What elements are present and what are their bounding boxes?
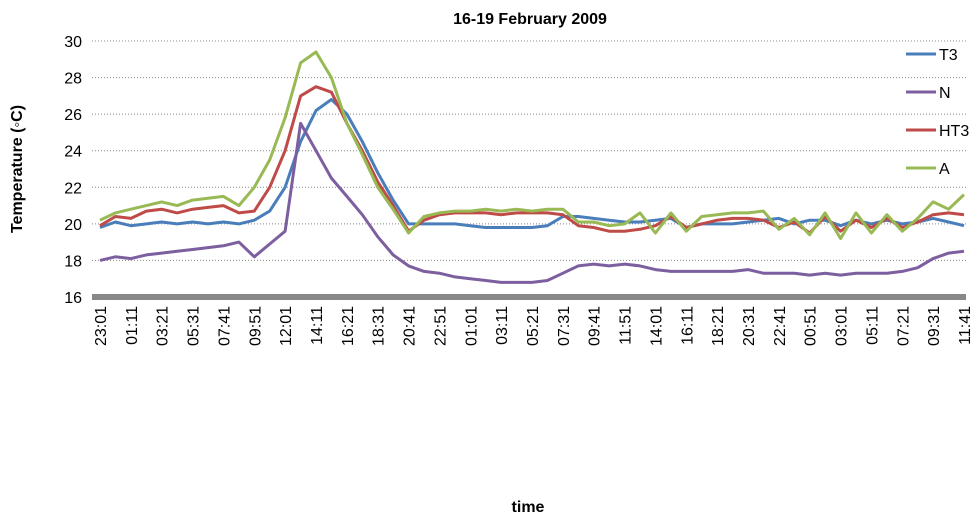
y-tick-label: 30 bbox=[64, 34, 82, 51]
series-line bbox=[99, 50, 966, 240]
series-line bbox=[99, 121, 965, 284]
x-axis bbox=[92, 294, 966, 300]
y-tick-label: 18 bbox=[64, 253, 82, 270]
x-tick-label: 22:41 bbox=[772, 306, 789, 346]
legend-label: A bbox=[939, 161, 950, 178]
x-tick-label: 18:31 bbox=[371, 306, 388, 346]
x-tick-label: 22:51 bbox=[432, 306, 449, 346]
x-tick-label: 16:21 bbox=[340, 306, 357, 346]
y-tick-label: 24 bbox=[64, 144, 82, 161]
legend-label: HT3 bbox=[939, 123, 969, 140]
x-tick-label: 03:01 bbox=[834, 306, 851, 346]
y-axis-label: Temperature (◦C) bbox=[9, 105, 26, 233]
y-tick-label: 26 bbox=[64, 107, 82, 124]
y-tick-label: 28 bbox=[64, 71, 82, 88]
x-tick-label: 03:21 bbox=[155, 306, 172, 346]
legend-label: T3 bbox=[939, 47, 958, 64]
y-tick-label: 16 bbox=[64, 290, 82, 307]
x-tick-label: 14:11 bbox=[309, 306, 326, 345]
x-tick-label: 07:21 bbox=[895, 306, 912, 346]
x-tick-label: 03:11 bbox=[494, 306, 511, 345]
x-tick-label: 05:11 bbox=[864, 306, 881, 345]
x-tick-label: 09:41 bbox=[587, 306, 604, 346]
x-tick-label: 14:01 bbox=[648, 306, 665, 346]
legend-label: N bbox=[939, 85, 951, 102]
x-tick-label: 11:41 bbox=[957, 306, 974, 345]
x-tick-label: 07:41 bbox=[216, 306, 233, 346]
x-tick-label: 01:11 bbox=[124, 306, 141, 345]
x-tick-label: 09:31 bbox=[926, 306, 943, 346]
x-tick-label: 11:51 bbox=[618, 306, 635, 345]
x-tick-label: 20:31 bbox=[741, 306, 758, 346]
x-tick-label: 05:31 bbox=[186, 306, 203, 346]
x-tick-label: 18:21 bbox=[710, 306, 727, 346]
x-tick-label: 16:11 bbox=[679, 306, 696, 345]
x-tick-label: 01:01 bbox=[463, 306, 480, 346]
y-tick-label: 22 bbox=[64, 180, 82, 197]
chart-title: 16-19 February 2009 bbox=[453, 11, 607, 28]
y-tick-label: 20 bbox=[64, 217, 82, 234]
x-tick-label: 05:21 bbox=[525, 306, 542, 346]
x-tick-label: 23:01 bbox=[93, 306, 110, 346]
x-tick-label: 00:51 bbox=[803, 306, 820, 346]
x-tick-label: 07:31 bbox=[556, 306, 573, 346]
x-tick-label: 09:51 bbox=[247, 306, 264, 346]
x-tick-label: 20:41 bbox=[402, 306, 419, 346]
x-axis-label: time bbox=[512, 499, 545, 516]
x-tick-label: 12:01 bbox=[278, 306, 295, 346]
